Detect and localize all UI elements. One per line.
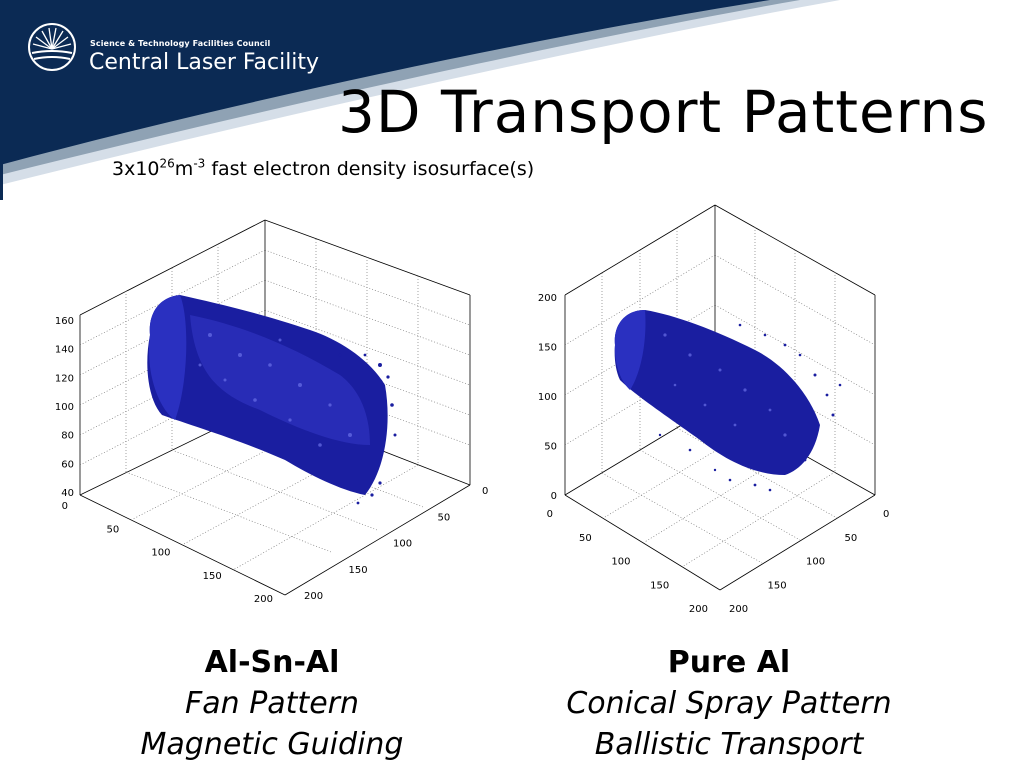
subtitle-rest: fast electron density isosurface(s) [205,158,535,180]
sunburst-logo-icon [28,23,76,71]
z-tick-label: 50 [544,442,557,453]
y-tick-label: 150 [349,565,368,576]
y-tick-label: 50 [438,512,451,523]
z-tick-label: 40 [61,488,74,499]
caption-left: Al-Sn-Al Fan Pattern Magnetic Guiding [82,642,462,765]
y-tick-label: 200 [729,604,748,615]
y-tick-label: 150 [768,580,787,591]
x-axis-ticks: 0 50 100 150 200 [547,509,708,615]
org-line: Science & Technology Facilities Council [90,39,271,48]
x-tick-label: 150 [650,580,669,591]
caption-pattern: Conical Spray Pattern [566,686,892,721]
isosurface-cone [614,310,842,492]
z-tick-label: 80 [61,431,74,442]
y-tick-label: 100 [806,557,825,568]
y-axis-ticks: 0 50 100 150 200 [729,509,889,615]
y-tick-label: 50 [845,533,858,544]
z-tick-label: 150 [538,343,557,354]
isosurface-fan [147,295,397,505]
caption-material: Pure Al [667,645,791,680]
x-tick-label: 200 [689,604,708,615]
z-tick-label: 100 [538,392,557,403]
x-tick-label: 150 [203,571,222,582]
subtitle-base: 3x10 [112,158,160,180]
y-tick-label: 200 [304,591,323,602]
x-tick-label: 50 [579,533,592,544]
caption-material: Al-Sn-Al [204,645,340,680]
x-tick-label: 0 [547,509,553,520]
y-tick-label: 100 [393,539,412,550]
z-tick-label: 160 [55,316,74,327]
x-tick-label: 50 [107,524,120,535]
plot-pure-al: 0 50 100 150 200 0 50 100 150 200 0 50 100 150 200 [538,204,889,615]
caption-pattern: Fan Pattern [185,686,359,721]
x-tick-label: 100 [611,557,630,568]
subtitle-exp2: -3 [193,156,206,171]
x-tick-label: 0 [62,501,68,512]
z-tick-label: 120 [55,373,74,384]
subtitle-exp1: 26 [159,156,175,171]
y-tick-label: 0 [482,486,488,497]
plot-al-sn-al: 40 60 80 100 120 140 160 0 50 100 150 200 0 50 100 15… [55,219,488,605]
z-tick-label: 140 [55,345,74,356]
caption-right: Pure Al Conical Spray Pattern Ballistic … [539,642,919,765]
z-tick-label: 0 [551,491,557,502]
x-tick-label: 200 [254,594,273,605]
subtitle-unit: m [174,158,194,180]
z-axis-ticks: 40 60 80 100 120 140 160 [55,316,74,499]
y-axis-ticks: 0 50 100 150 200 [304,486,488,602]
slide-subtitle: 3x1026m-3 fast electron density isosurfa… [112,158,534,180]
caption-mechanism: Ballistic Transport [594,727,864,762]
z-tick-label: 60 [61,459,74,470]
x-tick-label: 100 [151,548,170,559]
y-tick-label: 0 [883,509,889,520]
z-tick-label: 100 [55,402,74,413]
org-name: Central Laser Facility [89,50,320,75]
z-axis-ticks: 0 50 100 150 200 [538,293,557,502]
slide-title: 3D Transport Patterns [338,78,989,146]
header-banner [0,0,840,200]
caption-mechanism: Magnetic Guiding [140,727,404,762]
x-axis-ticks: 0 50 100 150 200 [62,501,273,605]
z-tick-label: 200 [538,293,557,304]
